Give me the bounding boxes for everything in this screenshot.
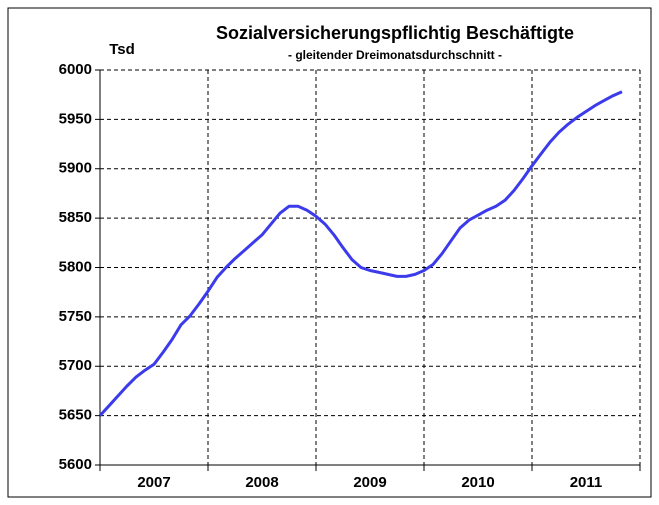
y-tick-label: 5600: [59, 456, 92, 473]
x-tick-label: 2007: [137, 474, 170, 491]
y-tick-label: 5800: [59, 258, 92, 275]
y-tick-label: 5900: [59, 160, 92, 177]
y-axis-label: Tsd: [109, 41, 135, 58]
x-tick-label: 2008: [245, 474, 278, 491]
y-tick-label: 5750: [59, 308, 92, 325]
y-tick-label: 6000: [59, 61, 92, 78]
y-tick-label: 5700: [59, 357, 92, 374]
x-tick-label: 2011: [570, 474, 603, 491]
chart-subtitle: - gleitender Dreimonatsdurchschnitt -: [288, 48, 502, 62]
y-tick-label: 5950: [59, 110, 92, 127]
y-tick-label: 5650: [59, 407, 92, 424]
x-tick-label: 2010: [461, 474, 494, 491]
x-tick-label: 2009: [353, 474, 386, 491]
chart-title: Sozialversicherungspflichtig Beschäftigt…: [216, 23, 574, 43]
frame: [7, 7, 652, 498]
y-tick-label: 5850: [59, 209, 92, 226]
data-line: [98, 90, 623, 417]
